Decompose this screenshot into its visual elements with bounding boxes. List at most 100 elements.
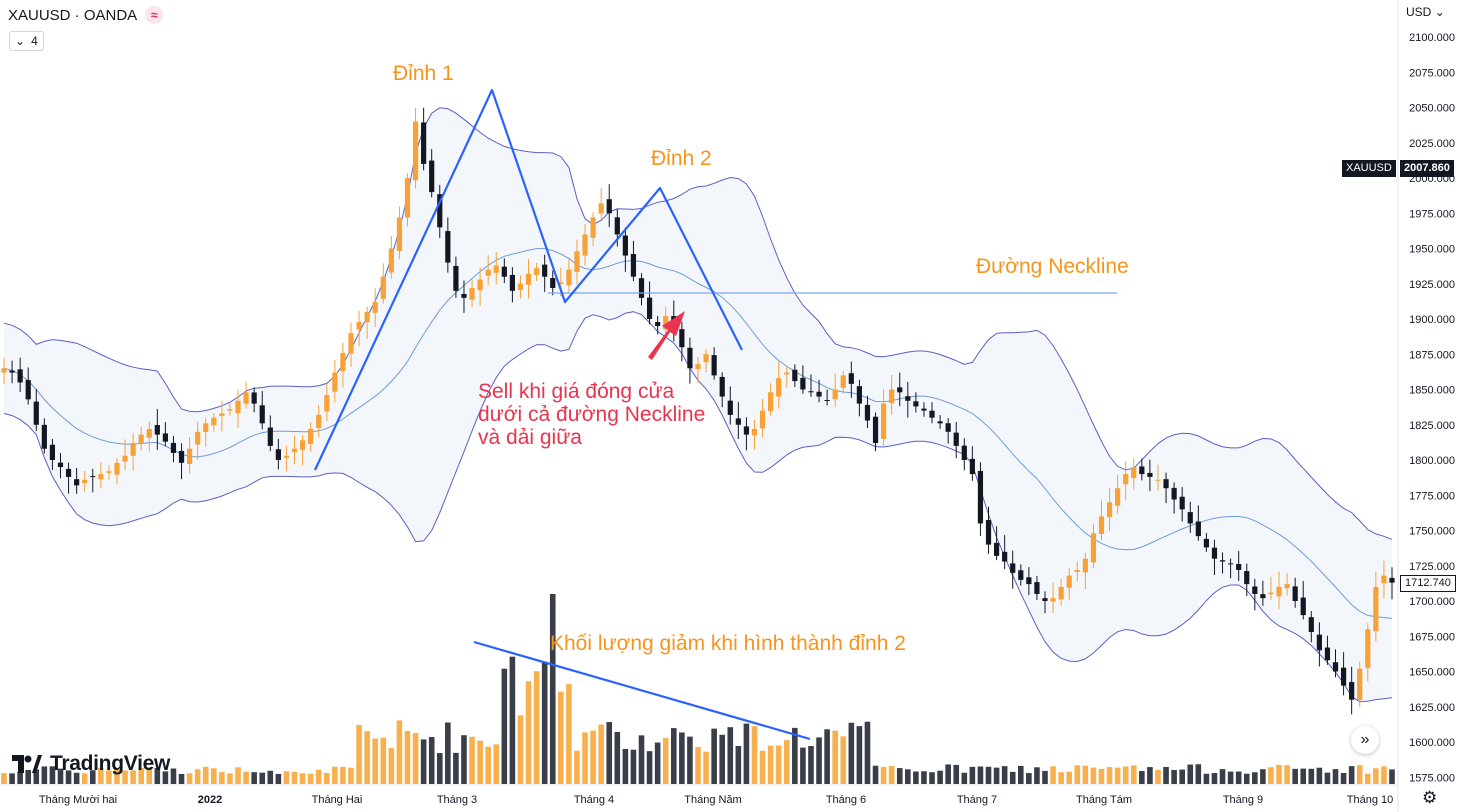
volume-bar — [719, 734, 726, 784]
volume-bar — [380, 737, 387, 784]
candle-body — [17, 369, 23, 383]
chart-settings-button[interactable]: ⚙ — [1422, 788, 1437, 808]
bollinger-upper-band — [3, 107, 1393, 540]
candle-body — [1284, 584, 1290, 589]
candle-body — [848, 373, 854, 384]
volume-bar — [549, 594, 556, 784]
volume-bar — [1122, 766, 1129, 784]
volume-bar — [921, 771, 927, 784]
peak1-label: Đỉnh 1 — [393, 62, 454, 85]
double-top-pattern[interactable] — [314, 88, 743, 471]
tradingview-logo[interactable]: TradingView — [12, 752, 170, 776]
candle-body — [816, 391, 822, 397]
volume-bar — [735, 745, 742, 784]
gear-icon: ⚙ — [1422, 788, 1438, 807]
symbol-title[interactable]: XAUUSD · OANDA — [8, 6, 138, 24]
candle-body — [1131, 467, 1137, 479]
candle-body — [138, 434, 144, 444]
volume-bar — [1348, 766, 1355, 784]
candle-body — [1066, 575, 1072, 588]
time-tick-label: Tháng Tám — [1076, 794, 1132, 806]
candle-body — [743, 426, 750, 435]
volume-bar — [517, 715, 524, 784]
volume-bar — [574, 750, 580, 784]
volume-bar — [679, 732, 685, 784]
candle-body — [82, 479, 88, 484]
candle-body — [1349, 682, 1355, 700]
indicators-toggle[interactable]: ⌄ 4 — [9, 31, 44, 51]
volume-bar — [162, 771, 169, 784]
time-tick-label: Tháng Năm — [684, 794, 741, 806]
candle-body — [1082, 558, 1088, 573]
volume-bar — [840, 736, 847, 784]
volume-bar — [630, 749, 637, 784]
candle-body — [429, 160, 435, 193]
candle-body — [267, 427, 273, 446]
volume-bar — [1235, 771, 1242, 784]
price-axis[interactable]: 2100.0002075.0002050.0002025.0002000.000… — [1409, 32, 1455, 784]
candle-body — [41, 424, 47, 449]
volume-bar — [283, 771, 290, 784]
volume-bar — [275, 773, 282, 784]
volume-bar — [436, 753, 443, 784]
candle-body — [1268, 592, 1274, 595]
price-tick-label: 1775.000 — [1409, 490, 1455, 502]
candle-body — [1244, 571, 1250, 585]
volume-trend-line[interactable] — [473, 640, 811, 741]
candle-body — [872, 416, 879, 444]
candle-body — [1365, 629, 1371, 668]
candle-body — [1018, 570, 1024, 580]
candle-body — [1260, 594, 1266, 599]
candle-body — [203, 423, 209, 433]
volume-bar — [81, 773, 88, 784]
volume-bar — [1179, 769, 1185, 784]
candle-body — [1357, 668, 1363, 701]
volume-bar — [170, 768, 177, 784]
volume-bar — [832, 730, 838, 784]
candle-body — [1, 368, 7, 373]
candle-body — [550, 278, 556, 288]
indicator-count: 4 — [31, 34, 38, 48]
volume-bar — [98, 767, 104, 784]
time-tick-label: 2022 — [198, 794, 222, 806]
volume-bar — [501, 668, 508, 784]
volume-bar — [1082, 765, 1089, 784]
time-tick-label: Tháng 6 — [826, 794, 866, 806]
volume-bar — [1308, 768, 1315, 784]
sell-note-line2: dưới cả đường Neckline — [478, 403, 706, 426]
volume-bar — [606, 722, 613, 784]
volume-bar — [945, 764, 951, 784]
candle-body — [622, 235, 628, 256]
volume-bar — [364, 731, 370, 784]
candle-body — [251, 392, 257, 404]
volume-bar — [1381, 766, 1387, 784]
symbol-header[interactable]: XAUUSD · OANDA ≈ — [8, 6, 164, 24]
time-tick-label: Tháng Mười hai — [39, 794, 117, 806]
candle-body — [9, 370, 15, 373]
waves-icon[interactable]: ≈ — [145, 6, 164, 24]
candle-body — [364, 311, 370, 323]
candle-body — [614, 217, 620, 235]
candle-body — [501, 266, 507, 277]
volume-bar — [1356, 765, 1363, 784]
candle-body — [1332, 662, 1339, 672]
time-tick-label: Tháng 3 — [437, 794, 477, 806]
price-tick-label: 1575.000 — [1409, 772, 1455, 784]
candle-body — [840, 375, 846, 388]
candle-body — [1050, 598, 1056, 602]
time-axis[interactable]: Tháng Mười hai 2022 Tháng Hai Tháng 3 Tháng … — [39, 794, 1393, 806]
candle-body — [905, 396, 911, 401]
volume-bar — [1324, 772, 1331, 784]
volume-bar — [767, 745, 774, 784]
symbol-value-text: 2007.860 — [1404, 162, 1450, 174]
candle-body — [1276, 586, 1282, 597]
candle-body — [1058, 586, 1064, 600]
scroll-to-realtime-button[interactable]: » — [1351, 726, 1379, 754]
currency-selector[interactable]: USD ⌄ — [1406, 5, 1445, 19]
volume-bar — [267, 770, 274, 784]
volume-bar — [211, 768, 217, 784]
volume-bar — [477, 740, 483, 784]
candle-body — [1219, 560, 1226, 562]
candle-body — [953, 432, 959, 446]
